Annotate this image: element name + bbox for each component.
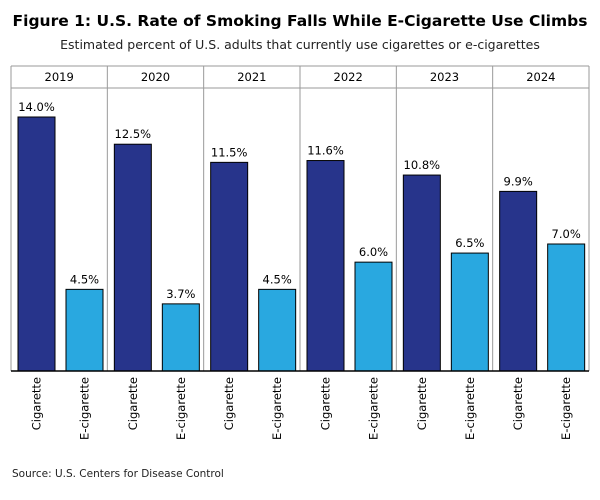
cigarette-bar bbox=[499, 190, 538, 372]
data-label: 12.5% bbox=[115, 127, 152, 141]
bar-category-label: Cigarette bbox=[319, 377, 333, 430]
bar-category-label: Cigarette bbox=[511, 377, 525, 430]
bar-category-label: E-cigarette bbox=[463, 377, 477, 440]
data-label: 4.5% bbox=[263, 272, 292, 286]
year-label: 2023 bbox=[430, 70, 459, 84]
bar-category-label: E-cigarette bbox=[174, 377, 188, 440]
cigarette-bar bbox=[17, 116, 56, 372]
bar-category-label: Cigarette bbox=[126, 377, 140, 430]
bar-category-label: E-cigarette bbox=[270, 377, 284, 440]
cigarette-bar bbox=[306, 160, 345, 372]
ecigarette-bar bbox=[65, 288, 104, 372]
chart-title: Figure 1: U.S. Rate of Smoking Falls Whi… bbox=[12, 12, 588, 30]
ecigarette-bar bbox=[354, 261, 393, 372]
year-label: 2022 bbox=[334, 70, 363, 84]
data-label: 6.5% bbox=[455, 236, 484, 250]
data-label: 6.0% bbox=[359, 245, 388, 259]
data-label: 10.8% bbox=[404, 158, 441, 172]
data-label: 4.5% bbox=[70, 272, 99, 286]
bar-category-label: Cigarette bbox=[222, 377, 236, 430]
year-label: 2019 bbox=[45, 70, 74, 84]
data-label: 11.6% bbox=[307, 144, 344, 158]
year-label: 2021 bbox=[237, 70, 266, 84]
data-label: 9.9% bbox=[504, 174, 533, 188]
ecigarette-bar bbox=[161, 303, 200, 372]
cigarette-bar bbox=[402, 174, 441, 372]
data-label: 11.5% bbox=[211, 145, 248, 159]
bar-category-label: E-cigarette bbox=[559, 377, 573, 440]
ecigarette-bar bbox=[258, 288, 297, 372]
cigarette-bar bbox=[210, 161, 249, 372]
bar-category-label: E-cigarette bbox=[367, 377, 381, 440]
ecigarette-bar bbox=[450, 252, 489, 372]
bar-category-label: E-cigarette bbox=[78, 377, 92, 440]
data-label: 3.7% bbox=[166, 287, 195, 301]
bar-category-label: Cigarette bbox=[30, 377, 44, 430]
data-label: 7.0% bbox=[552, 227, 581, 241]
cigarette-bar bbox=[113, 143, 152, 372]
ecigarette-bar bbox=[547, 243, 586, 372]
data-label: 14.0% bbox=[18, 100, 55, 114]
source-note: Source: U.S. Centers for Disease Control bbox=[12, 468, 224, 480]
year-label: 2024 bbox=[526, 70, 555, 84]
chart-subtitle: Estimated percent of U.S. adults that cu… bbox=[60, 37, 540, 52]
bar-category-label: Cigarette bbox=[415, 377, 429, 430]
year-label: 2020 bbox=[141, 70, 170, 84]
